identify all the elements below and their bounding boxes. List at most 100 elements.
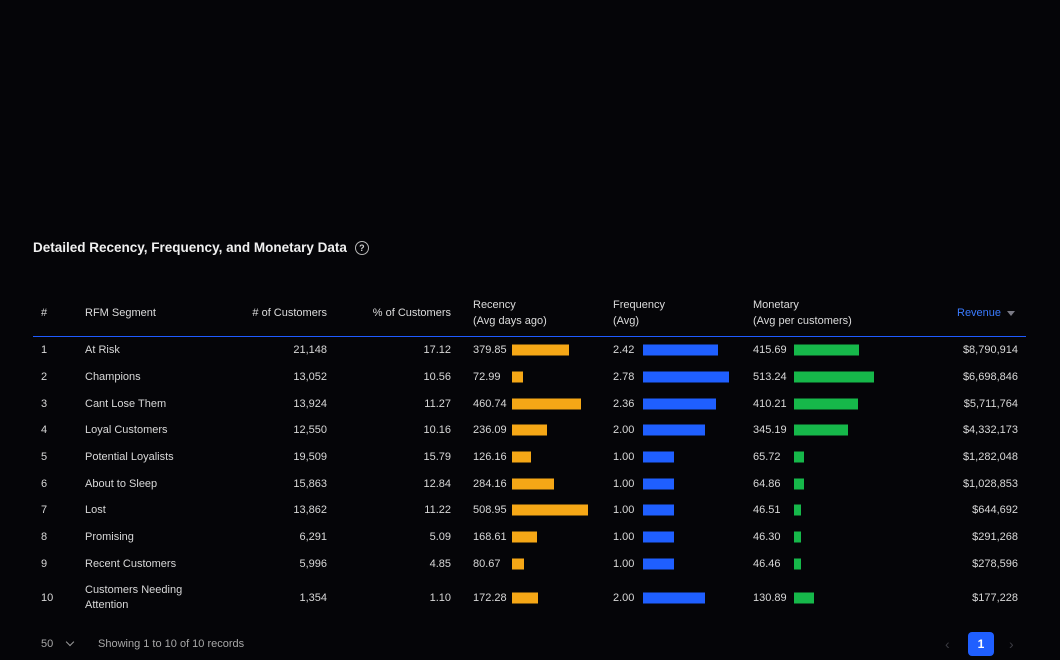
page-size-value: 50 (41, 638, 54, 650)
col-monetary-sub: (Avg per customers) (753, 315, 852, 327)
col-pct[interactable]: % of Customers (372, 307, 451, 319)
row-pct: 10.56 (423, 371, 451, 384)
monetary-bar (794, 504, 802, 516)
row-frequency-value: 2.42 (613, 344, 635, 357)
row-segment: Customers Needing Attention (85, 584, 183, 612)
row-index: 1 (41, 344, 48, 357)
frequency-bar (643, 424, 705, 436)
table-row[interactable]: 10 Customers Needing Attention 1,354 1.10 17… (33, 577, 1026, 619)
monetary-bar (794, 344, 859, 356)
recency-bar (512, 398, 581, 410)
col-monetary-title: Monetary (753, 299, 799, 311)
row-pct: 4.85 (429, 557, 451, 570)
monetary-bar (794, 558, 802, 570)
row-customers: 13,052 (293, 371, 327, 384)
table-row[interactable]: 7 Lost 13,862 11.22 508.95 1.00 46.51 $644,692 (33, 497, 1026, 524)
row-revenue: $644,692 (972, 504, 1018, 517)
table-row[interactable]: 9 Recent Customers 5,996 4.85 80.67 1.00 46.46… (33, 551, 1026, 578)
row-customers: 13,862 (293, 504, 327, 517)
col-monetary[interactable]: Monetary (Avg per customers) (753, 297, 852, 329)
records-summary: Showing 1 to 10 of 10 records (98, 638, 245, 650)
table-row[interactable]: 4 Loyal Customers 12,550 10.16 236.09 2.00 345… (33, 417, 1026, 444)
col-customers[interactable]: # of Customers (252, 307, 327, 319)
table-row[interactable]: 6 About to Sleep 15,863 12.84 284.16 1.00 64.8… (33, 470, 1026, 497)
row-segment: Potential Loyalists (85, 451, 174, 464)
row-segment: Promising (85, 531, 134, 544)
row-revenue: $6,698,846 (962, 371, 1018, 384)
recency-bar (512, 344, 569, 356)
row-customers: 1,354 (299, 592, 327, 605)
row-customers: 21,148 (293, 344, 327, 357)
table-row[interactable]: 3 Cant Lose Them 13,924 11.27 460.74 2.36 410.… (33, 390, 1026, 417)
col-recency-title: Recency (473, 299, 516, 311)
question-circle-icon[interactable]: ? (354, 240, 369, 255)
monetary-bar (794, 371, 874, 383)
row-monetary-value: 513.24 (753, 371, 787, 384)
frequency-bar (643, 531, 674, 543)
col-revenue-label: Revenue (957, 307, 1002, 319)
row-recency-value: 72.99 (473, 371, 501, 384)
row-recency-value: 80.67 (473, 557, 501, 570)
row-monetary-value: 64.86 (753, 477, 781, 490)
row-frequency-value: 1.00 (613, 531, 635, 544)
row-customers: 6,291 (299, 531, 327, 544)
page-size-select[interactable]: 50 (41, 637, 75, 650)
row-frequency-value: 1.00 (613, 557, 635, 570)
prev-page-icon[interactable]: ‹ (945, 636, 950, 652)
row-revenue: $278,596 (972, 557, 1018, 570)
table-row[interactable]: 1 At Risk 21,148 17.12 379.85 2.42 415.69 $8,79… (33, 337, 1026, 364)
monetary-bar (794, 451, 805, 463)
sort-desc-icon[interactable] (1007, 310, 1016, 316)
col-frequency-title: Frequency (613, 299, 665, 311)
row-recency-value: 379.85 (473, 344, 507, 357)
row-index: 6 (41, 477, 48, 490)
row-frequency-value: 1.00 (613, 451, 635, 464)
row-index: 5 (41, 451, 48, 464)
frequency-bar (643, 371, 729, 383)
section-title: Detailed Recency, Frequency, and Monetar… (33, 240, 347, 255)
row-recency-value: 126.16 (473, 451, 507, 464)
row-segment: Recent Customers (85, 557, 177, 570)
row-monetary-value: 415.69 (753, 344, 787, 357)
row-frequency-value: 1.00 (613, 477, 635, 490)
frequency-bar (643, 398, 716, 410)
row-pct: 1.10 (429, 592, 451, 605)
row-pct: 5.09 (429, 531, 451, 544)
frequency-bar (643, 558, 674, 570)
row-index: 10 (41, 592, 54, 605)
row-segment: About to Sleep (85, 477, 158, 490)
row-pct: 12.84 (423, 477, 451, 490)
row-pct: 11.22 (424, 504, 451, 517)
col-revenue[interactable]: Revenue (957, 305, 1016, 321)
row-monetary-value: 46.51 (753, 504, 781, 517)
row-revenue: $1,028,853 (962, 477, 1018, 490)
monetary-bar (794, 398, 858, 410)
row-recency-value: 168.61 (473, 531, 507, 544)
table-footer: 50 Showing 1 to 10 of 10 records ‹ 1 › (33, 632, 1026, 656)
row-revenue: $291,268 (972, 531, 1018, 544)
recency-bar (512, 504, 588, 516)
table-row[interactable]: 5 Potential Loyalists 19,509 15.79 126.16 1.0… (33, 444, 1026, 471)
row-revenue: $8,790,914 (962, 344, 1018, 357)
row-monetary-value: 410.21 (753, 397, 787, 410)
recency-bar (512, 451, 531, 463)
row-recency-value: 236.09 (473, 424, 507, 437)
row-recency-value: 284.16 (473, 477, 507, 490)
recency-bar (512, 424, 548, 436)
recency-bar (512, 371, 523, 383)
recency-bar (512, 531, 538, 543)
col-frequency[interactable]: Frequency (Avg) (613, 297, 665, 329)
col-segment[interactable]: RFM Segment (85, 307, 156, 319)
row-monetary-value: 46.30 (753, 531, 781, 544)
row-revenue: $177,228 (972, 592, 1018, 605)
row-index: 8 (41, 531, 48, 544)
col-recency[interactable]: Recency (Avg days ago) (473, 297, 547, 329)
row-index: 4 (41, 424, 48, 437)
table-row[interactable]: 8 Promising 6,291 5.09 168.61 1.00 46.30 $291,2… (33, 524, 1026, 551)
next-page-icon[interactable]: › (1009, 636, 1014, 652)
table-row[interactable]: 2 Champions 13,052 10.56 72.99 2.78 513.24 $6,6… (33, 364, 1026, 391)
row-frequency-value: 2.00 (613, 592, 635, 605)
page-button-current[interactable]: 1 (968, 632, 994, 656)
row-pct: 10.16 (423, 424, 451, 437)
col-index[interactable]: # (41, 307, 48, 319)
